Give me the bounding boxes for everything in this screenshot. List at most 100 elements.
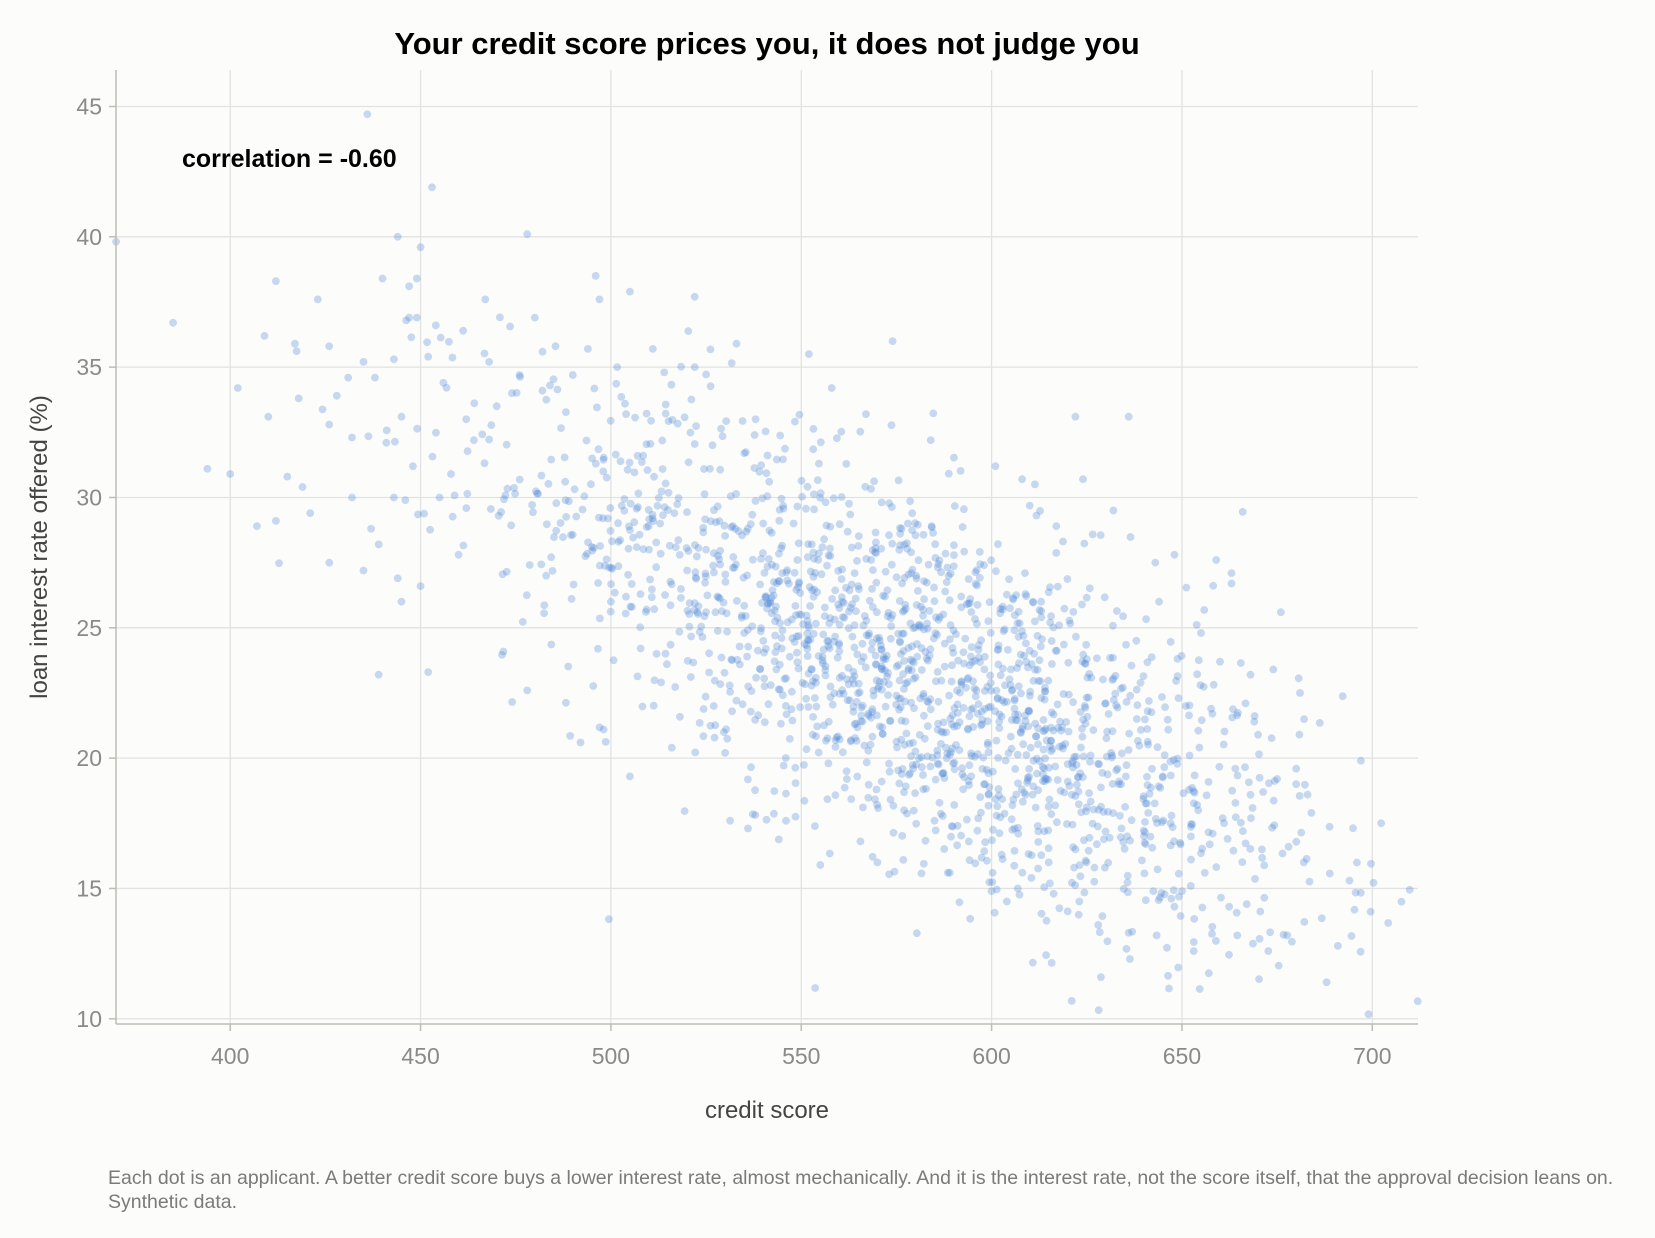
data-point (761, 427, 770, 436)
data-point (741, 612, 750, 620)
data-point (1089, 726, 1098, 734)
data-point (908, 509, 917, 518)
data-point (818, 656, 827, 665)
data-point (1063, 760, 1072, 768)
data-point (872, 578, 881, 587)
data-point (934, 697, 943, 706)
data-point (963, 675, 972, 684)
data-point (1078, 724, 1086, 733)
data-point (1232, 908, 1241, 917)
data-point (727, 359, 736, 367)
data-point (987, 686, 995, 695)
data-point (1018, 475, 1026, 484)
data-point (1173, 760, 1182, 768)
data-point (895, 694, 903, 703)
data-point (1369, 878, 1378, 887)
data-point (710, 568, 718, 577)
data-point (1063, 575, 1072, 583)
data-point (796, 589, 805, 597)
data-point (1071, 845, 1080, 854)
data-point (1055, 621, 1063, 630)
data-point (1089, 805, 1098, 814)
data-point (1141, 828, 1149, 837)
data-point (958, 770, 967, 779)
data-point (1108, 780, 1117, 788)
data-point (553, 385, 562, 394)
data-point (793, 648, 801, 657)
data-point (975, 573, 984, 582)
data-point (980, 561, 988, 570)
data-point (977, 636, 986, 645)
data-point (1053, 818, 1061, 827)
data-point (831, 743, 840, 751)
data-point (909, 764, 918, 773)
data-point (431, 321, 440, 330)
data-point (684, 547, 693, 555)
data-point (783, 566, 792, 575)
data-point (994, 660, 1003, 669)
data-point (1166, 638, 1175, 646)
data-point (685, 622, 694, 631)
data-point (1026, 691, 1034, 700)
data-point (1047, 737, 1055, 745)
data-point (868, 603, 877, 611)
data-point (306, 509, 315, 517)
data-point (1108, 753, 1116, 762)
data-point (1044, 775, 1053, 784)
data-point (498, 651, 506, 659)
data-point (1325, 869, 1334, 878)
data-point (973, 601, 982, 609)
data-point (661, 400, 670, 409)
data-point (1300, 918, 1309, 926)
data-point (998, 602, 1007, 611)
data-point (845, 607, 853, 616)
data-point (802, 641, 811, 650)
data-point (908, 526, 916, 535)
y-axis-label: loan interest rate offered (%) (26, 395, 53, 699)
data-point (965, 712, 974, 721)
data-point (824, 551, 833, 560)
data-point (881, 567, 890, 576)
data-point (685, 599, 694, 607)
data-point (940, 774, 949, 782)
data-point (1125, 729, 1133, 738)
data-point (272, 517, 280, 525)
data-point (503, 484, 512, 493)
data-point (1322, 978, 1331, 987)
data-point (608, 564, 617, 573)
data-point (859, 621, 868, 630)
data-point (1185, 701, 1194, 710)
data-point (1317, 914, 1326, 923)
data-point (812, 619, 820, 628)
data-point (494, 511, 503, 520)
data-point (1148, 764, 1156, 773)
data-point (1069, 608, 1078, 616)
data-point (1009, 595, 1018, 604)
data-point (899, 629, 908, 638)
data-point (964, 674, 973, 682)
data-point (1032, 732, 1041, 741)
data-point (1060, 604, 1069, 613)
data-point (920, 711, 928, 720)
data-point (706, 464, 714, 473)
data-point (675, 627, 684, 636)
data-point (1033, 822, 1042, 830)
data-point (802, 745, 811, 754)
data-point (1055, 904, 1064, 913)
data-point (740, 601, 749, 610)
data-point (616, 536, 624, 544)
data-point (291, 339, 299, 348)
data-point (1109, 506, 1118, 515)
data-point (1143, 799, 1151, 808)
data-point (1193, 670, 1202, 679)
data-point (958, 764, 966, 772)
data-point (826, 614, 835, 622)
data-point (991, 707, 999, 716)
data-point (1140, 869, 1149, 878)
data-point (854, 532, 863, 540)
data-point (864, 793, 873, 802)
data-point (967, 652, 975, 661)
data-point (492, 402, 501, 411)
data-point (924, 560, 933, 569)
data-point (486, 505, 495, 513)
